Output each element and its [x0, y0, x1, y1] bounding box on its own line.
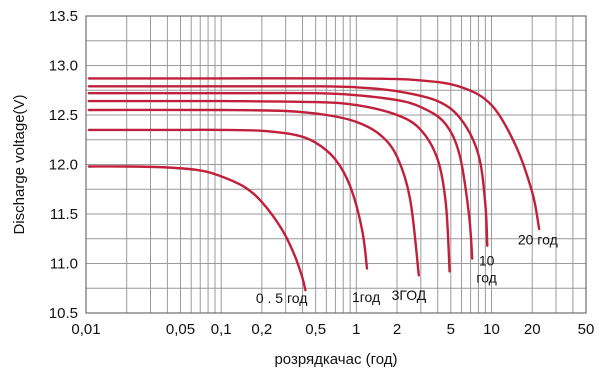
- discharge-curve: [87, 91, 474, 260]
- discharge-curve: [87, 85, 489, 247]
- x-tick-label: 50: [578, 321, 595, 338]
- x-tick-label: 0,01: [71, 321, 100, 338]
- curve-label: 10: [479, 253, 495, 269]
- x-tick-label: 20: [524, 321, 541, 338]
- plot-frame: [85, 15, 587, 314]
- x-tick-label: 5: [447, 321, 455, 338]
- discharge-curve: [87, 77, 541, 231]
- curve-label: 3ГОД: [392, 287, 427, 303]
- y-tick-label: 10.5: [49, 305, 78, 322]
- curve-label: год: [476, 269, 496, 285]
- x-axis-title: розрядкачас (год): [274, 351, 397, 368]
- x-tick-label: 0,1: [211, 321, 232, 338]
- x-tick-label: 0,2: [251, 321, 272, 338]
- y-tick-labels: 10.5 11.0 11.5 12.0 12.5 13.0 13.5: [49, 8, 78, 322]
- curve-label: 0 . 5 год: [256, 290, 308, 306]
- y-tick-label: 12.5: [49, 107, 78, 124]
- curve-label: 20 год: [518, 232, 558, 248]
- discharge-curve: [87, 108, 420, 277]
- x-tick-label: 0,05: [166, 321, 195, 338]
- curve-label: 1год: [352, 289, 380, 305]
- y-tick-label: 13.0: [49, 58, 78, 75]
- x-tick-labels: 0,01 0,05 0,1 0,2 0,5 1 2 5 10 20 50: [71, 321, 594, 338]
- y-axis-title: Discharge voltage(V): [11, 94, 28, 234]
- x-tick-label: 10: [483, 321, 500, 338]
- x-tick-label: 1: [352, 321, 360, 338]
- grid: [85, 15, 587, 314]
- discharge-curve: [87, 165, 307, 292]
- y-tick-label: 12.0: [49, 157, 78, 174]
- x-tick-label: 2: [393, 321, 401, 338]
- discharge-curve: [87, 128, 369, 270]
- y-tick-label: 11.0: [50, 256, 78, 273]
- y-tick-label: 11.5: [50, 206, 78, 223]
- x-tick-label: 0,5: [305, 321, 326, 338]
- y-tick-label: 13.5: [49, 8, 78, 25]
- discharge-curve: [87, 99, 451, 273]
- discharge-curves: [87, 77, 541, 292]
